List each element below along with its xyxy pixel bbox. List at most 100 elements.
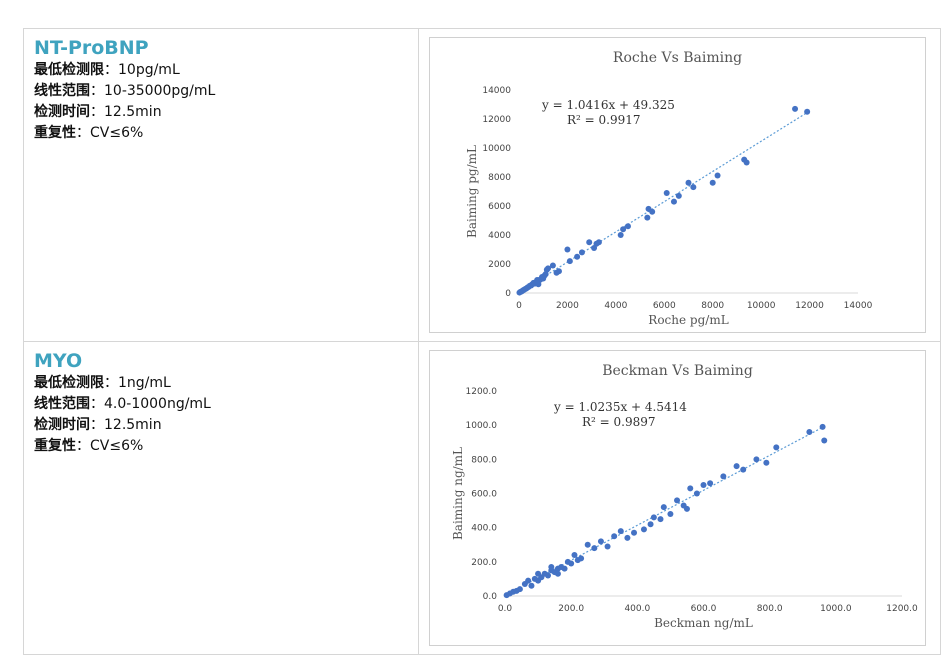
data-point [586, 239, 593, 246]
x-tick-label: 10000 [747, 301, 776, 311]
x-tick-label: 400.0 [624, 604, 650, 614]
data-point [545, 572, 552, 579]
x-tick-label: 2000 [556, 301, 579, 311]
x-axis-label: Beckman ng/mL [654, 616, 753, 630]
data-point [650, 514, 657, 521]
spec-label: 重复性 [34, 438, 76, 454]
x-tick-label: 14000 [844, 301, 873, 311]
data-point [821, 437, 828, 444]
y-tick-label: 8000 [488, 173, 511, 183]
data-point [617, 528, 624, 535]
y-tick-label: 400.0 [471, 524, 497, 534]
spec-colon: ： [90, 104, 104, 120]
data-point [647, 521, 654, 528]
data-point [740, 466, 747, 473]
data-point [553, 269, 560, 276]
y-tick-label: 6000 [488, 202, 511, 212]
y-tick-label: 12000 [482, 115, 511, 125]
y-tick-label: 600.0 [471, 490, 497, 500]
spec-label: 线性范围 [34, 396, 90, 412]
data-point [534, 276, 541, 283]
data-point [714, 172, 721, 179]
y-tick-label: 0.0 [483, 592, 498, 602]
data-point [700, 481, 707, 488]
data-point [545, 265, 552, 272]
spec-line: 线性范围：10-35000pg/mL [34, 81, 408, 102]
scatter-chart-roche: Roche Vs Baiming 0 2000 4000 6000 8000 10000 12… [429, 37, 926, 333]
data-point [548, 563, 555, 570]
product-spec-table: NT-ProBNP 最低检测限：10pg/mL 线性范围：10-35000pg/… [23, 28, 941, 655]
data-point [561, 565, 568, 572]
data-point [554, 570, 561, 577]
spec-value: CV≤6% [90, 125, 144, 141]
chart-title: Beckman Vs Baiming [602, 363, 753, 379]
y-tick-label: 200.0 [471, 558, 497, 568]
spec-value: 10-35000pg/mL [104, 83, 216, 99]
data-point [663, 189, 670, 196]
data-point [690, 184, 697, 191]
data-point [657, 516, 664, 523]
x-tick-label: 600.0 [691, 604, 717, 614]
spec-value: 1ng/mL [118, 375, 171, 391]
data-point [624, 223, 631, 230]
data-point [675, 192, 682, 199]
data-point [591, 545, 598, 552]
data-point [564, 246, 571, 253]
data-point [578, 555, 585, 562]
spec-line: 重复性：CV≤6% [34, 123, 408, 144]
data-point [620, 226, 627, 233]
scatter-chart-beckman: Beckman Vs Baiming 0.0 200.0 400.0 600.0 800.… [429, 350, 926, 646]
data-point [597, 538, 604, 545]
x-tick-label: 200.0 [558, 604, 584, 614]
spec-value: 4.0-1000ng/mL [104, 396, 211, 412]
data-point [571, 552, 578, 558]
data-point [604, 543, 611, 550]
trend-equation: y = 1.0416x + 49.325 [541, 98, 675, 112]
spec-colon: ： [76, 438, 90, 454]
spec-label: 检测时间 [34, 417, 90, 433]
trendline [518, 112, 808, 293]
data-point [528, 582, 535, 589]
y-tick-label: 1200.0 [466, 387, 498, 397]
x-axis-label: Roche pg/mL [648, 313, 728, 327]
spec-cell: MYO 最低检测限：1ng/mL 线性范围：4.0-1000ng/mL 检测时间… [24, 342, 419, 654]
y-axis-label: Baiming pg/mL [465, 145, 479, 238]
data-point [624, 534, 631, 541]
spec-label: 最低检测限 [34, 375, 104, 391]
table-row: NT-ProBNP 最低检测限：10pg/mL 线性范围：10-35000pg/… [24, 29, 941, 342]
data-point [683, 505, 690, 512]
x-tick-label: 6000 [653, 301, 676, 311]
spec-line: 检测时间：12.5min [34, 415, 408, 436]
spec-label: 重复性 [34, 125, 76, 141]
data-point [709, 179, 716, 186]
trend-equation: y = 1.0235x + 4.5414 [553, 400, 687, 414]
data-point [804, 108, 811, 115]
spec-line: 重复性：CV≤6% [34, 436, 408, 457]
data-point [631, 529, 638, 536]
data-point [687, 485, 694, 492]
spec-line: 线性范围：4.0-1000ng/mL [34, 394, 408, 415]
spec-colon: ： [90, 396, 104, 412]
data-point [660, 504, 667, 511]
y-tick-label: 10000 [482, 144, 511, 154]
spec-colon: ： [76, 125, 90, 141]
y-tick-label: 14000 [482, 86, 511, 96]
data-point [674, 497, 681, 504]
data-point [516, 586, 523, 593]
chart-title: Roche Vs Baiming [613, 50, 742, 66]
spec-cell: NT-ProBNP 最低检测限：10pg/mL 线性范围：10-35000pg/… [24, 29, 419, 341]
x-tick-label: 0.0 [498, 604, 513, 614]
spec-value: 10pg/mL [118, 62, 180, 78]
spec-label: 线性范围 [34, 83, 90, 99]
data-point [819, 423, 826, 430]
data-point [640, 526, 647, 533]
data-point [566, 258, 573, 265]
data-point [670, 198, 677, 205]
spec-colon: ： [104, 62, 118, 78]
table-row: MYO 最低检测限：1ng/mL 线性范围：4.0-1000ng/mL 检测时间… [24, 342, 941, 655]
x-tick-label: 4000 [604, 301, 627, 311]
x-tick-label: 1000.0 [820, 604, 852, 614]
spec-label: 最低检测限 [34, 62, 104, 78]
y-axis-label: Baiming ng/mL [451, 447, 465, 540]
spec-line: 检测时间：12.5min [34, 102, 408, 123]
